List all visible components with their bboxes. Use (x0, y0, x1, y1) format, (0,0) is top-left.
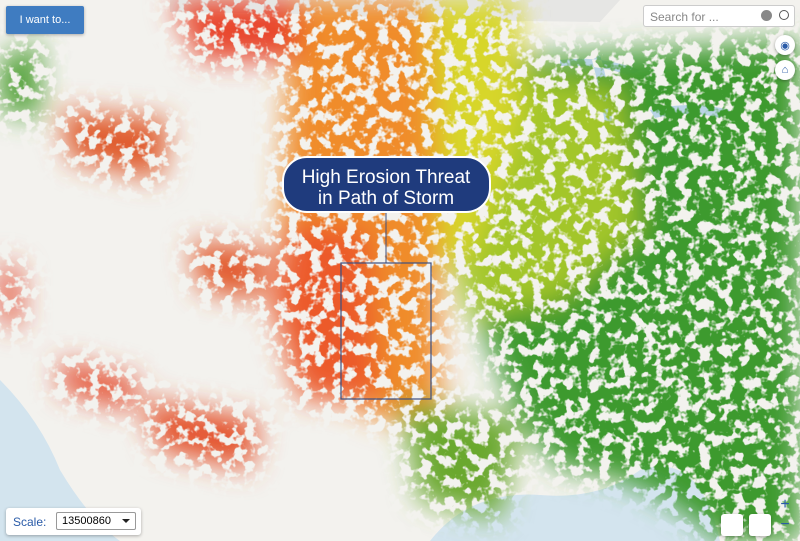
callout: High Erosion Threat in Path of Storm (282, 156, 491, 400)
scale-select[interactable]: 13500860 (56, 512, 136, 530)
basemap-button[interactable] (721, 514, 743, 536)
pacific (0, 380, 120, 541)
search-icon[interactable] (779, 10, 789, 20)
scale-label: Scale: (13, 515, 47, 529)
scale-control: Scale: 13500860 (6, 508, 141, 535)
legend-button[interactable] (749, 514, 771, 536)
locate-button[interactable]: ◉ (775, 35, 795, 55)
highlight-box (340, 262, 432, 400)
zoom-in[interactable]: + (780, 496, 790, 513)
callout-line: High Erosion Threat (302, 167, 471, 188)
clear-icon[interactable] (761, 10, 772, 21)
callout-bubble (282, 156, 491, 213)
search-placeholder: Search for ... (650, 10, 719, 24)
search-box[interactable]: Search for ... (643, 5, 795, 27)
zoom-out[interactable]: − (780, 516, 790, 533)
menu-button[interactable]: I want to... (6, 6, 84, 34)
callout-line: in Path of Storm (318, 188, 454, 209)
compass-button[interactable]: ⌂ (775, 60, 795, 80)
